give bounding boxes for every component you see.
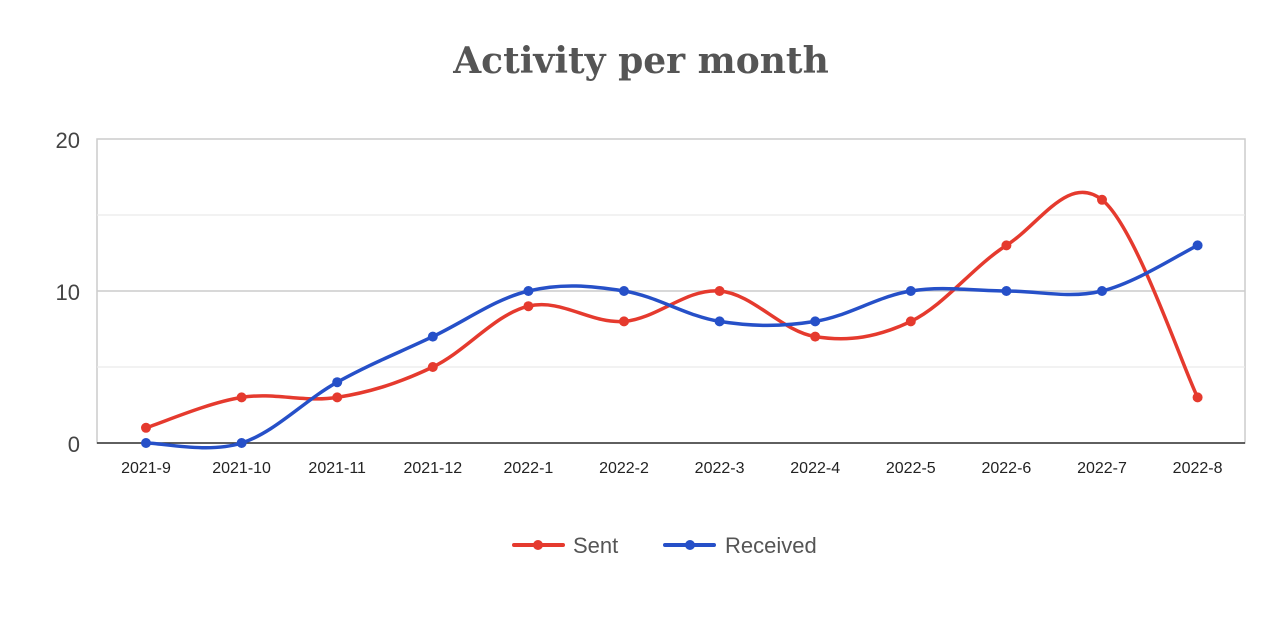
legend-label-received: Received: [725, 533, 817, 558]
chart-title: Activity per month: [452, 40, 829, 82]
data-point-sent[interactable]: [141, 422, 151, 433]
x-tick-label: 2021-11: [308, 460, 366, 477]
data-point-sent[interactable]: [1192, 392, 1203, 403]
y-tick-label: 0: [68, 432, 80, 457]
x-tick-label: 2022-2: [599, 460, 649, 477]
series-layer: [141, 190, 1203, 450]
data-point-sent[interactable]: [714, 286, 725, 296]
gridlines: [97, 214, 1245, 368]
data-point-received[interactable]: [1097, 286, 1107, 296]
legend-marker-sent: [533, 540, 543, 550]
data-point-received[interactable]: [619, 286, 629, 296]
x-tick-label: 2022-4: [790, 460, 840, 477]
x-tick-label: 2022-7: [1077, 460, 1127, 477]
x-tick-label: 2021-9: [121, 460, 171, 477]
data-point-received[interactable]: [1192, 240, 1203, 251]
y-tick-label: 20: [56, 128, 80, 153]
data-point-received[interactable]: [1001, 286, 1012, 296]
data-point-received[interactable]: [523, 286, 534, 296]
data-point-sent[interactable]: [427, 362, 438, 372]
data-point-received[interactable]: [332, 377, 343, 388]
x-tick-label: 2022-5: [886, 460, 936, 477]
data-point-sent[interactable]: [1001, 240, 1012, 251]
data-point-received[interactable]: [427, 331, 438, 342]
series-line-received: [145, 243, 1199, 450]
data-point-sent[interactable]: [332, 392, 343, 403]
data-point-sent[interactable]: [1097, 194, 1107, 205]
x-tick-label: 2021-12: [403, 460, 462, 477]
x-tick-label: 2022-3: [695, 460, 745, 477]
x-tick-labels: 2021-9 2021-10 2021-11 2021-12 2022-1 2022-2 2…: [121, 460, 1223, 477]
data-point-sent[interactable]: [236, 392, 247, 403]
data-point-sent[interactable]: [523, 301, 534, 312]
x-tick-label: 2021-10: [212, 460, 271, 477]
y-tick-label: 10: [56, 280, 80, 305]
legend-item-sent[interactable]: Sent: [512, 533, 618, 558]
data-point-received[interactable]: [236, 438, 247, 448]
data-point-received[interactable]: [141, 438, 151, 448]
series-received: [141, 240, 1203, 450]
data-point-received[interactable]: [810, 316, 821, 327]
x-tick-label: 2022-8: [1173, 460, 1223, 477]
legend-label-sent: Sent: [573, 533, 618, 558]
data-point-sent[interactable]: [905, 316, 916, 327]
data-point-sent[interactable]: [619, 316, 629, 327]
legend-marker-received: [685, 540, 695, 550]
legend: Sent Received: [512, 533, 817, 558]
series-sent: [141, 190, 1203, 433]
x-tick-label: 2022-1: [503, 460, 553, 477]
legend-item-received[interactable]: Received: [663, 533, 817, 558]
data-point-sent[interactable]: [810, 331, 821, 342]
x-tick-label: 2022-6: [981, 460, 1031, 477]
data-point-received[interactable]: [905, 286, 916, 296]
data-point-received[interactable]: [714, 316, 725, 327]
series-line-sent: [145, 190, 1200, 430]
